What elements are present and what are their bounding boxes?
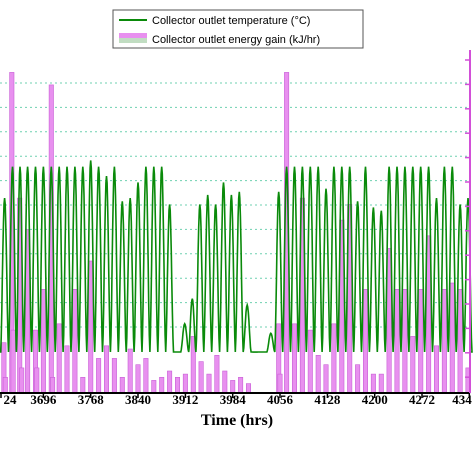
energy-bar xyxy=(410,336,416,394)
x-tick-labels: 24 3696 3768 3840 3912 3984 4056 4128 4200 4272 43… xyxy=(4,392,473,407)
x-tick-label: 3696 xyxy=(30,392,57,407)
energy-bar xyxy=(331,323,337,394)
x-tick-label: 4128 xyxy=(314,392,341,407)
energy-bar xyxy=(159,376,165,394)
temperature-line xyxy=(0,160,473,353)
energy-bar xyxy=(449,282,455,394)
energy-bar xyxy=(2,376,8,394)
energy-bar xyxy=(291,323,297,394)
energy-bar xyxy=(355,364,361,394)
x-tick-label: 3768 xyxy=(78,392,105,407)
energy-bar xyxy=(34,367,40,394)
energy-bar xyxy=(307,329,313,394)
energy-bar xyxy=(135,364,141,394)
energy-bar xyxy=(104,345,110,394)
energy-bars xyxy=(1,72,471,394)
legend: Collector outlet temperature (°C) Collec… xyxy=(112,9,364,49)
x-axis-ticks xyxy=(0,393,471,398)
energy-bar xyxy=(198,361,204,394)
energy-bar xyxy=(151,380,157,394)
energy-bar xyxy=(315,354,321,394)
energy-bar xyxy=(402,288,408,394)
energy-bar xyxy=(10,329,16,394)
energy-bar xyxy=(457,288,463,394)
energy-bar xyxy=(370,373,376,394)
x-tick-label: 4200 xyxy=(362,392,388,407)
energy-bar xyxy=(64,345,70,394)
x-tick-label: 3840 xyxy=(125,392,151,407)
energy-bar xyxy=(362,288,368,394)
legend-box xyxy=(112,9,364,49)
energy-bar xyxy=(143,358,149,394)
x-tick-label: 3984 xyxy=(220,392,247,407)
legend-label-temperature: Collector outlet temperature (°C) xyxy=(152,15,310,27)
energy-bar xyxy=(111,358,117,394)
energy-bar xyxy=(80,376,86,394)
energy-bar xyxy=(206,373,212,394)
x-tick-label: 434 xyxy=(452,392,472,407)
energy-bar xyxy=(323,364,329,394)
energy-bar xyxy=(72,288,78,394)
energy-bar xyxy=(214,354,220,394)
energy-bar xyxy=(182,373,188,394)
energy-bar xyxy=(40,288,46,394)
energy-bar xyxy=(277,373,283,394)
energy-bar xyxy=(222,370,228,394)
energy-bar xyxy=(394,288,400,394)
energy-bar xyxy=(175,376,181,394)
legend-label-energy: Collector outlet energy gain (kJ/hr) xyxy=(152,34,320,46)
energy-bar xyxy=(127,348,133,394)
energy-bar xyxy=(238,376,244,394)
energy-bar xyxy=(433,345,439,394)
energy-bar xyxy=(19,367,25,394)
energy-bar xyxy=(418,288,424,394)
energy-bar xyxy=(167,370,173,394)
legend-swatch-energy-accent xyxy=(119,38,147,43)
x-tick-label: 24 xyxy=(4,392,18,407)
right-axis-ticks xyxy=(465,59,470,378)
energy-bar xyxy=(50,376,56,394)
energy-bar xyxy=(378,373,384,394)
energy-bar xyxy=(246,383,252,394)
energy-bar xyxy=(441,288,447,394)
x-tick-label: 4056 xyxy=(267,392,294,407)
energy-bar xyxy=(56,323,62,394)
energy-bar xyxy=(88,260,94,394)
energy-bar xyxy=(96,358,102,394)
energy-bar xyxy=(119,376,125,394)
x-tick-label: 4272 xyxy=(409,392,435,407)
x-axis-title: Time (hrs) xyxy=(201,412,273,429)
x-tick-label: 3912 xyxy=(172,392,198,407)
temperature-line-group xyxy=(0,160,473,353)
